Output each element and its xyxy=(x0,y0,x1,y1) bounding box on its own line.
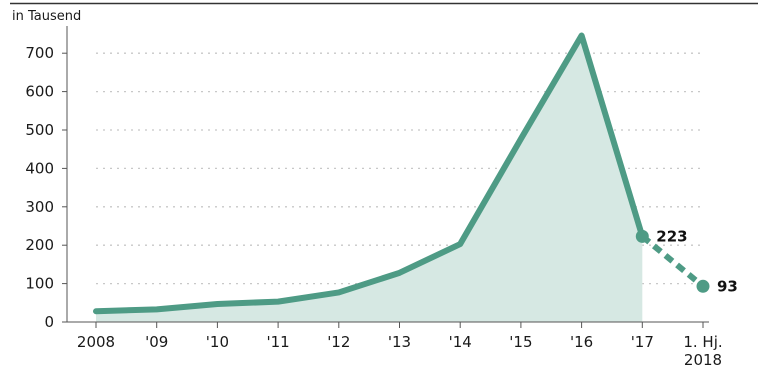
x-tick-label: '17 xyxy=(631,333,654,351)
label-layer: 223 93 xyxy=(656,227,738,295)
unit-label: in Tausend xyxy=(12,9,81,24)
x-tick-label: '14 xyxy=(449,333,472,351)
x-tick-label: '10 xyxy=(206,333,229,351)
data-point xyxy=(696,279,710,293)
x-tick-label: '16 xyxy=(570,333,593,351)
data-label: 93 xyxy=(717,277,738,295)
x-tick-label: '12 xyxy=(327,333,350,351)
y-tick-label: 700 xyxy=(25,44,54,62)
x-tick-label: '09 xyxy=(145,333,168,351)
y-tick-label: 600 xyxy=(25,83,54,101)
y-tick-label: 500 xyxy=(25,121,54,139)
area-layer xyxy=(96,35,643,322)
x-tick-label: '11 xyxy=(266,333,289,351)
series-line-dashed xyxy=(640,234,705,289)
x-tick-label: '13 xyxy=(388,333,411,351)
x-tick-label: '15 xyxy=(509,333,532,351)
y-tick-label: 300 xyxy=(25,198,54,216)
axis-layer: 0 100 200 300 400 500 600 700 2008 '09 '10 '11 '12 '1… xyxy=(25,26,723,369)
x-tick-label: 1. Hj. 2018 xyxy=(683,333,722,369)
series-line-solid xyxy=(93,32,646,315)
y-tick-label: 100 xyxy=(25,275,54,293)
y-tick-label: 200 xyxy=(25,236,54,254)
line-layer xyxy=(93,32,710,315)
data-label: 223 xyxy=(656,227,687,245)
x-tick-label: 2008 xyxy=(77,333,115,351)
area-fill xyxy=(96,35,643,322)
data-point xyxy=(635,229,649,243)
y-tick-label: 0 xyxy=(44,313,54,331)
y-tick-label: 400 xyxy=(25,159,54,177)
